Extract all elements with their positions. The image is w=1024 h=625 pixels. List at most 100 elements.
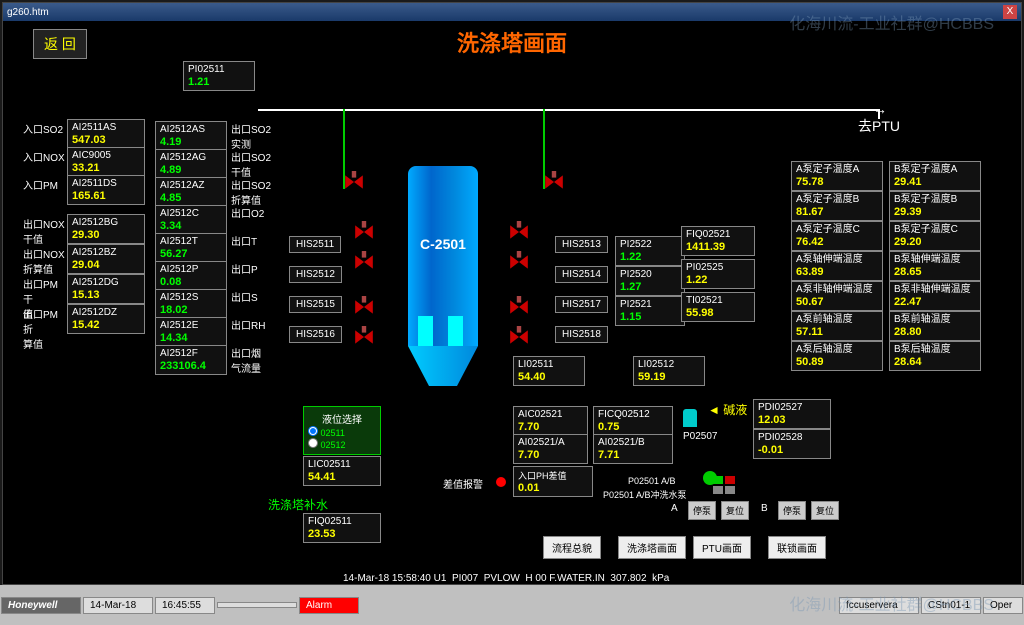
tag-TI02521: TI0252155.98 [681, 292, 755, 322]
valve-icon[interactable] [343, 171, 365, 193]
tag-ai02521b: AI02521/B7.71 [593, 434, 673, 464]
pumpB-temp-1: B泵定子温度B29.39 [889, 191, 981, 221]
pumpB-temp-4: B泵非轴伸端温度22.47 [889, 281, 981, 311]
pumpA-temp-6: A泵后轴温度50.89 [791, 341, 883, 371]
ph-diff-box: 入口PH差值0.01 [513, 466, 593, 497]
tag-PI2522: PI25221.22 [615, 236, 685, 266]
tag-PI2521: PI25211.15 [615, 296, 685, 326]
valve-icon[interactable] [353, 326, 375, 348]
pumpA-temp-1: A泵定子温度B81.67 [791, 191, 883, 221]
pump-indicator [725, 476, 735, 484]
level-opt-2[interactable]: 02512 [308, 438, 376, 450]
alarm-button[interactable]: Alarm [299, 597, 359, 614]
tag-AI2512BG: AI2512BG29.30 [67, 214, 145, 244]
window-title: g260.htm [7, 7, 49, 18]
brand-label: Honeywell [1, 597, 81, 614]
rlbl-AI2512F: 出口烟 气流量 [231, 345, 275, 375]
pump-label-1: P02501 A/B [628, 476, 676, 486]
tag-AI2512F: AI2512F233106.4 [155, 345, 227, 375]
nav-1[interactable]: 洗涤塔画面 [618, 536, 686, 559]
lbl-AI2511DS: 入口PM [23, 177, 65, 192]
rlbl-AI2512AS: 出口SO2 实测 [231, 121, 275, 151]
wash-water-label: 洗涤塔补水 [268, 496, 328, 513]
nav-3[interactable]: 联锁画面 [768, 536, 826, 559]
back-button[interactable]: 返 回 [33, 29, 87, 59]
pipe [258, 109, 878, 111]
rlbl-AI2512E: 出口RH [231, 317, 275, 332]
his-HIS2514: HIS2514 [555, 266, 608, 283]
pump-indicator [713, 486, 723, 494]
ptu-label: 去PTU [858, 116, 900, 136]
tag-AI2511AS: AI2511AS547.03 [67, 119, 145, 149]
pump-a-reset-button[interactable]: 复位 [721, 501, 749, 520]
oper-label: Oper [983, 597, 1023, 614]
rlbl-AI2512S: 出口S [231, 289, 275, 304]
pumpA-temp-2: A泵定子温度C76.42 [791, 221, 883, 251]
valve-icon[interactable] [508, 221, 530, 243]
tag-AI2512E: AI2512E14.34 [155, 317, 227, 347]
tag-AI2512BZ: AI2512BZ29.04 [67, 244, 145, 274]
tag-AI2511DS: AI2511DS165.61 [67, 175, 145, 205]
valve-icon[interactable] [508, 296, 530, 318]
pumpA-temp-3: A泵轴伸端温度63.89 [791, 251, 883, 281]
pumpA-temp-0: A泵定子温度A75.78 [791, 161, 883, 191]
tag-li02512: LI0251259.19 [633, 356, 705, 386]
status-line: 14-Mar-18 15:58:40 U1 PI007 PVLOW H 00 F… [343, 573, 669, 584]
pump-b-stop-button[interactable]: 停泵 [778, 501, 806, 520]
level-opt-1[interactable]: 02511 [308, 426, 376, 438]
tag-AI2512AZ: AI2512AZ4.85 [155, 177, 227, 207]
pump-indicator [713, 476, 723, 484]
pumpB-temp-5: B泵前轴温度28.80 [889, 311, 981, 341]
tag-aic02521: AIC025217.70 [513, 406, 588, 436]
alarm-lamp-icon [496, 477, 506, 487]
tag-AI2512AS: AI2512AS4.19 [155, 121, 227, 151]
valve-icon[interactable] [508, 326, 530, 348]
valve-icon[interactable] [508, 251, 530, 273]
his-HIS2512: HIS2512 [289, 266, 342, 283]
valve-icon[interactable] [543, 171, 565, 193]
p02507-label: P02507 [683, 431, 717, 442]
pump-icon [683, 409, 697, 427]
tag-AI2512AG: AI2512AG4.89 [155, 149, 227, 179]
pump-indicator [725, 486, 735, 494]
pumpB-temp-3: B泵轴伸端温度28.65 [889, 251, 981, 281]
nav-0[interactable]: 流程总貌 [543, 536, 601, 559]
page-title: 洗涤塔画面 [457, 26, 567, 58]
pump-a-stop-button[interactable]: 停泵 [688, 501, 716, 520]
valve-icon[interactable] [353, 251, 375, 273]
tag-AI2512T: AI2512T56.27 [155, 233, 227, 263]
pump-b-reset-button[interactable]: 复位 [811, 501, 839, 520]
tag-AI2512S: AI2512S18.02 [155, 289, 227, 319]
pump-label-2: P02501 A/B冲洗水泵 [603, 488, 687, 501]
pump-b-label: B [761, 503, 768, 514]
tag-AI2512P: AI2512P0.08 [155, 261, 227, 291]
alkalai-label: ◄ 碱液 [708, 401, 747, 418]
valve-icon[interactable] [353, 221, 375, 243]
arrow-icon: → [873, 101, 887, 117]
rlbl-AI2512AZ: 出口SO2 折算值 [231, 177, 275, 207]
lbl-AIC9005: 入口NOX [23, 149, 65, 164]
tag-FIQ02521: FIQ025211411.39 [681, 226, 755, 256]
his-HIS2515: HIS2515 [289, 296, 342, 313]
tag-ficq02512: FICQ025120.75 [593, 406, 673, 436]
valve-icon[interactable] [353, 296, 375, 318]
level-select-box: 液位选择 02511 02512 [303, 406, 381, 455]
tag-pdi02528: PDI02528-0.01 [753, 429, 831, 459]
tag-AIC9005: AIC900533.21 [67, 147, 145, 177]
tag-AI2512C: AI2512C3.34 [155, 205, 227, 235]
pump-a-label: A [671, 503, 678, 514]
hmi-canvas: 返 回 洗涤塔画面 PI02511 1.21 入口SO2 AI2511AS547… [3, 21, 1021, 584]
his-HIS2517: HIS2517 [555, 296, 608, 313]
his-HIS2511: HIS2511 [289, 236, 341, 253]
tag-lic02511: LIC0251154.41 [303, 456, 381, 486]
titlebar: g260.htm X [3, 3, 1021, 21]
nav-2[interactable]: PTU画面 [693, 536, 751, 559]
tag-pi02511: PI02511 1.21 [183, 61, 255, 91]
tag-ai02521a: AI02521/A7.70 [513, 434, 588, 464]
pumpA-temp-4: A泵非轴伸端温度50.67 [791, 281, 883, 311]
pumpA-temp-5: A泵前轴温度57.11 [791, 311, 883, 341]
close-icon[interactable]: X [1003, 5, 1017, 19]
bottom-date: 14-Mar-18 [83, 597, 153, 614]
server-label: fccuservera [839, 597, 919, 614]
bottom-time: 16:45:55 [155, 597, 215, 614]
